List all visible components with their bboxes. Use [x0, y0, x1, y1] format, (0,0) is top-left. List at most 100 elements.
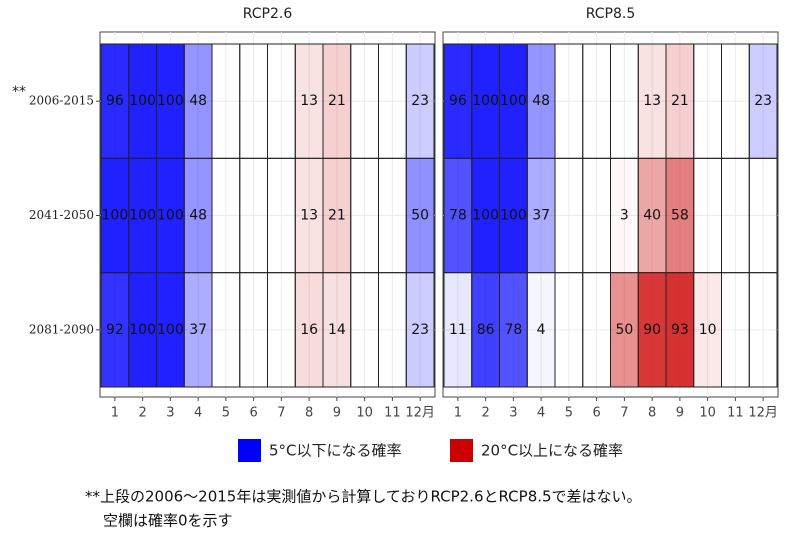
panel-title: RCP2.6: [243, 6, 293, 22]
cell: [156, 43, 185, 159]
x-tick-label: 7: [620, 406, 628, 421]
cell-label: 100: [157, 208, 184, 224]
x-tick-label: 9: [333, 406, 341, 421]
cell-label: 58: [671, 208, 689, 224]
cell: [526, 43, 556, 159]
legend-swatch: [238, 439, 261, 462]
x-tick-label: 2: [138, 406, 146, 421]
cell-label: 78: [504, 322, 522, 338]
cell-label: 100: [129, 93, 156, 109]
x-tick-label: 2: [481, 406, 489, 421]
cell-label: 100: [102, 208, 129, 224]
cell-label: 100: [129, 208, 156, 224]
x-tick-label: 10: [356, 406, 373, 421]
x-tick-label: 8: [305, 406, 313, 421]
x-tick-label: 3: [509, 406, 517, 421]
x-tick-label: 12月: [748, 406, 778, 421]
x-tick-label: 1: [111, 406, 119, 421]
cell-label: 23: [411, 93, 429, 109]
empty-cell: [748, 272, 778, 388]
x-tick-label: 4: [194, 406, 202, 421]
cell: [499, 43, 528, 159]
x-tick-label: 5: [222, 406, 230, 421]
cell: [156, 272, 185, 388]
cell-label: 100: [472, 208, 499, 224]
cell-label: 4: [537, 322, 546, 338]
cell-label: 23: [411, 322, 429, 338]
cell-label: 37: [189, 322, 207, 338]
cell-label: 13: [643, 93, 661, 109]
cell-label: 13: [300, 208, 318, 224]
x-tick-label: 4: [537, 406, 545, 421]
cell: [499, 272, 528, 388]
cell: [183, 272, 213, 388]
cell: [294, 157, 324, 274]
cell-label: 11: [449, 322, 467, 338]
x-tick-label: 1: [454, 406, 462, 421]
cell-label: 48: [189, 93, 207, 109]
cell: [665, 272, 695, 388]
cell: [156, 157, 185, 274]
cell-label: 96: [106, 93, 124, 109]
x-tick-label: 11: [727, 406, 744, 421]
cell: [748, 43, 778, 159]
cell-label: 78: [449, 208, 467, 224]
cell: [128, 43, 157, 159]
y-tick-label: 2081-2090: [29, 322, 94, 336]
cell: [183, 157, 213, 274]
cell: [526, 157, 556, 274]
cell-label: 23: [754, 93, 772, 109]
cell: [471, 272, 500, 388]
legend-label: 5°C以下になる確率: [269, 442, 402, 460]
row-marker: **: [12, 84, 26, 100]
cell: [693, 272, 722, 388]
y-tick-label: 2006-2015: [29, 94, 94, 108]
x-tick-label: 11: [384, 406, 401, 421]
cell: [471, 157, 500, 274]
cell-label: 48: [532, 93, 550, 109]
cell-label: 100: [500, 208, 527, 224]
cell-label: 96: [449, 93, 467, 109]
x-tick-label: 6: [592, 406, 600, 421]
cell-label: 93: [671, 322, 689, 338]
cell: [294, 272, 324, 388]
cell-label: 100: [129, 322, 156, 338]
y-tick-label: 2041-2050: [29, 208, 94, 222]
cell-label: 13: [300, 93, 318, 109]
x-tick-label: 3: [166, 406, 174, 421]
cell-label: 21: [671, 93, 689, 109]
cell: [405, 272, 435, 388]
x-tick-label: 8: [648, 406, 656, 421]
x-tick-label: 12月: [405, 406, 435, 421]
cell-label: 21: [328, 93, 346, 109]
cell: [405, 157, 435, 274]
cell-label: 90: [643, 322, 661, 338]
cell-label: 40: [643, 208, 661, 224]
cell-label: 50: [411, 208, 429, 224]
cell: [499, 157, 528, 274]
legend-label: 20°C以上になる確率: [481, 442, 623, 460]
x-tick-label: 6: [249, 406, 257, 421]
x-tick-label: 5: [565, 406, 573, 421]
cell: [443, 272, 473, 388]
legend-swatch: [450, 439, 473, 462]
cell-label: 100: [472, 93, 499, 109]
cell-label: 3: [620, 208, 629, 224]
x-tick-label: 9: [676, 406, 684, 421]
cell: [100, 272, 130, 388]
cell-label: 100: [500, 93, 527, 109]
panel-title: RCP8.5: [586, 6, 636, 22]
cell-label: 10: [699, 322, 717, 338]
cell: [100, 157, 130, 274]
cell: [443, 157, 473, 274]
x-tick-label: 7: [277, 406, 285, 421]
footnote: 空欄は確率0を示す: [103, 512, 233, 530]
cell-label: 100: [157, 322, 184, 338]
footnote: **上段の2006～2015年は実測値から計算しておりRCP2.6とRCP8.5…: [85, 488, 642, 506]
x-tick-label: 10: [699, 406, 716, 421]
cell-label: 86: [477, 322, 495, 338]
cell: [128, 272, 157, 388]
cell: [322, 43, 352, 159]
cell-label: 92: [106, 322, 124, 338]
